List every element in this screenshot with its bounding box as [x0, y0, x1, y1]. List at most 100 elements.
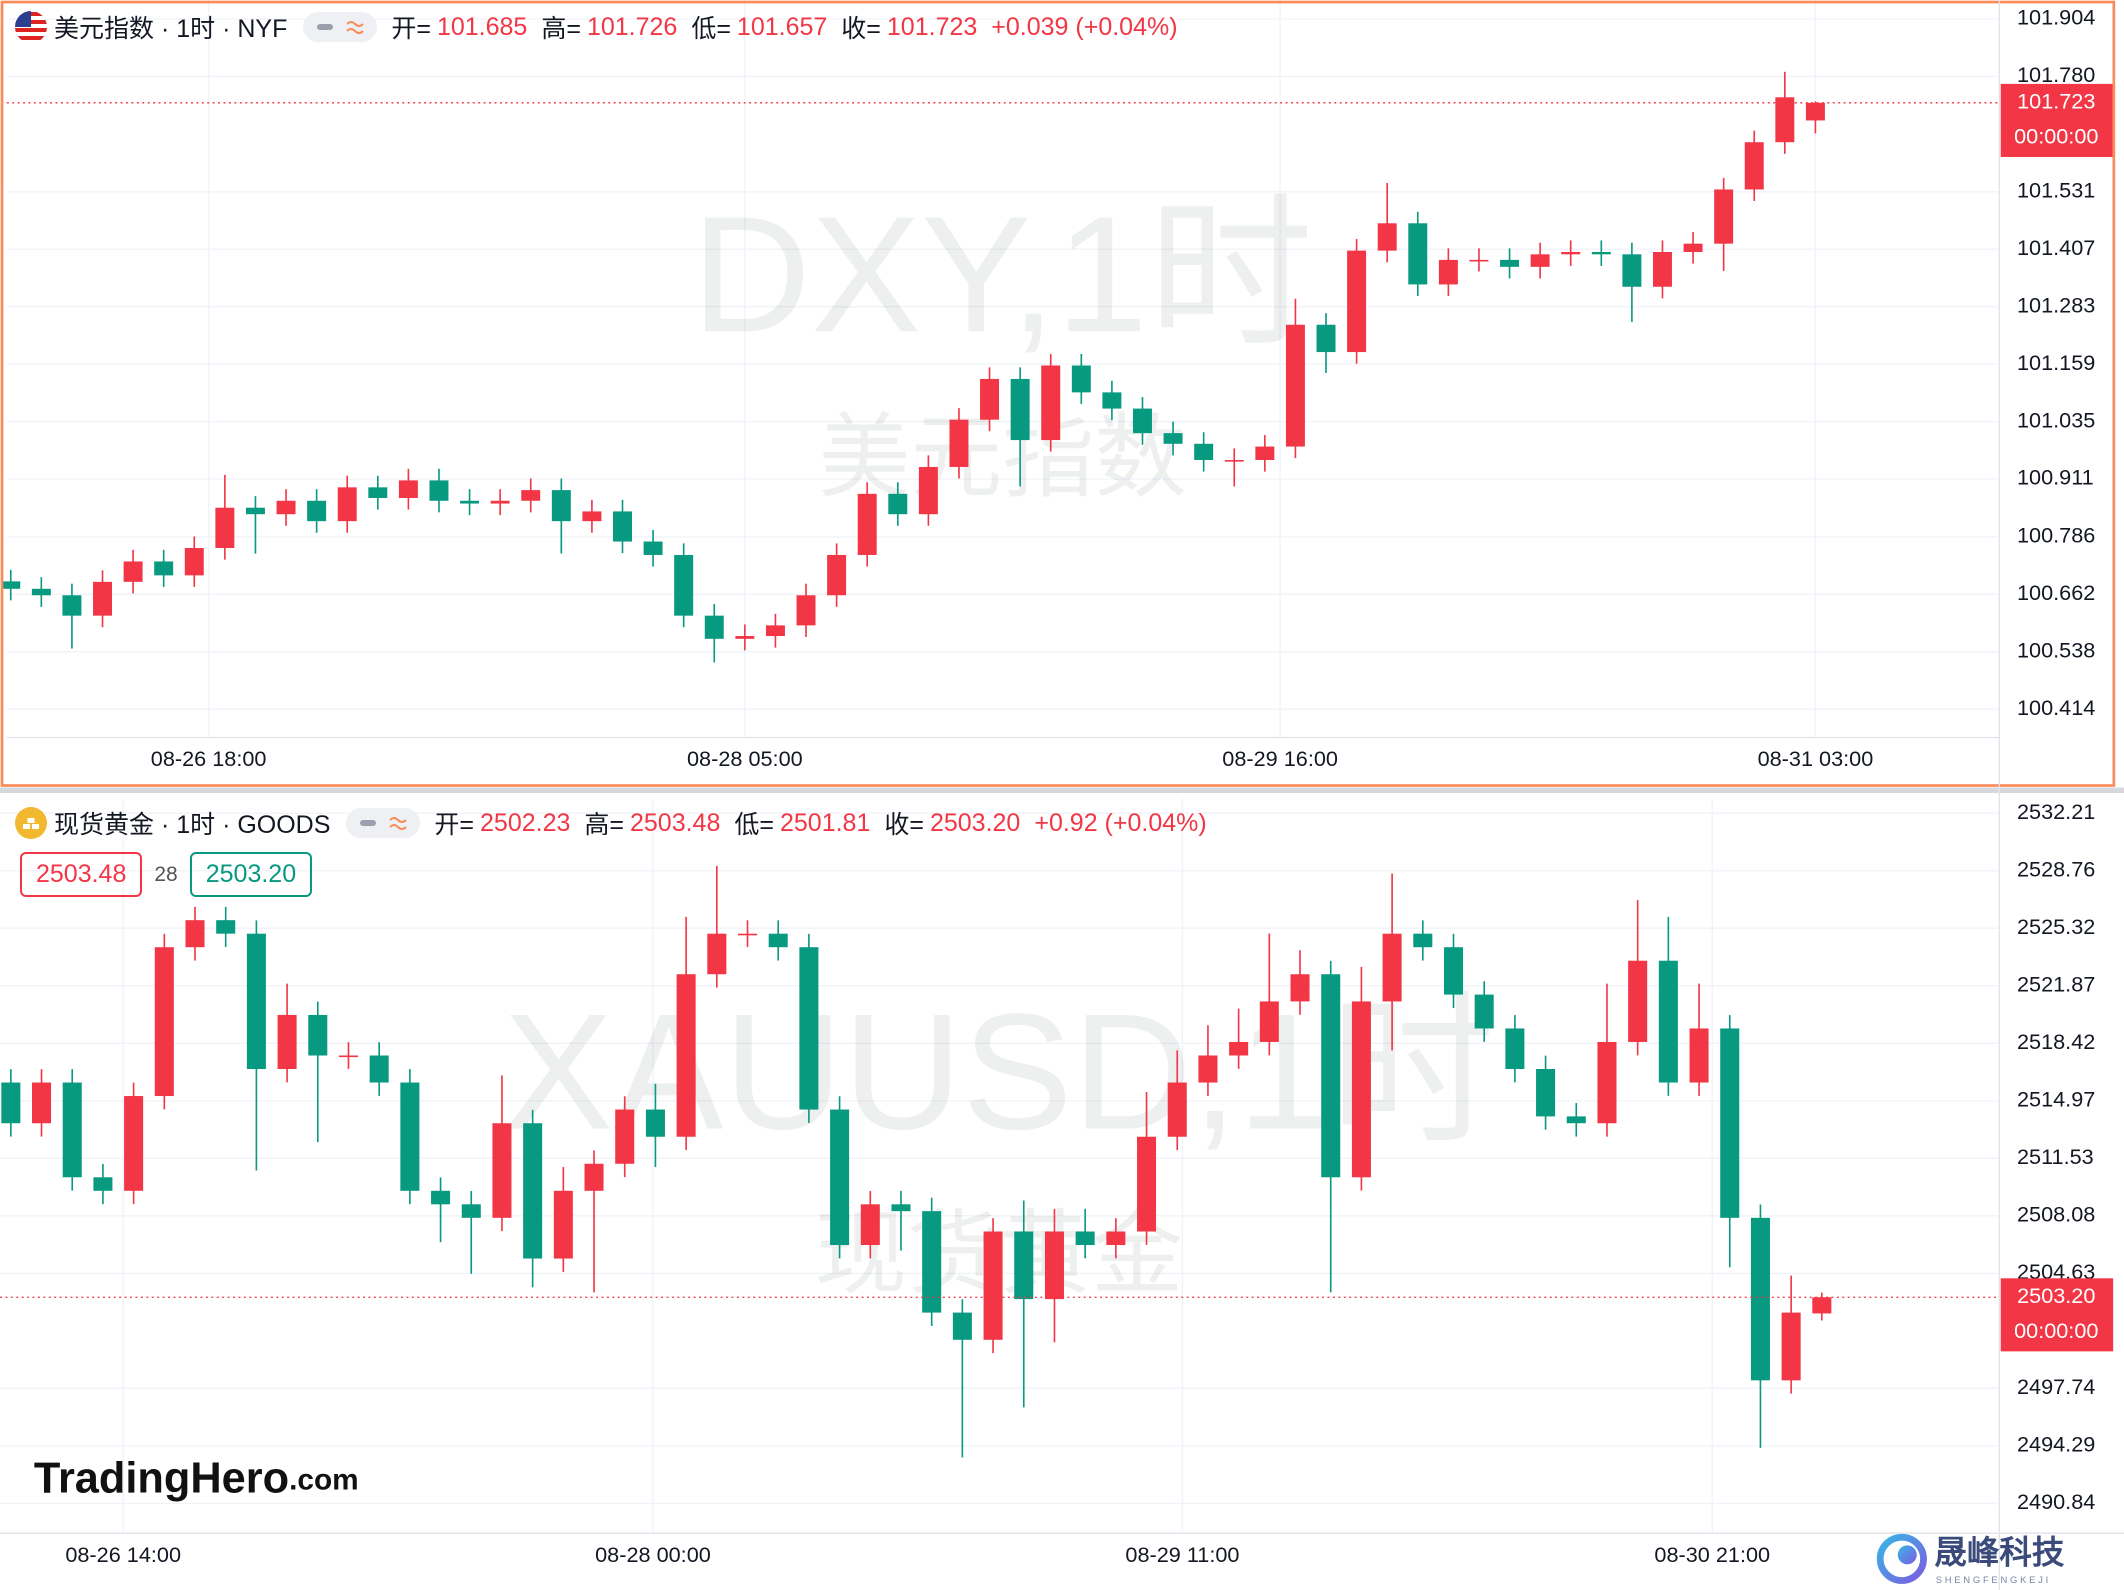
candle-body — [1714, 189, 1734, 244]
candle-body — [799, 947, 819, 1110]
candle-body — [582, 511, 602, 522]
candle-body — [400, 1082, 420, 1191]
candle-body — [1198, 1055, 1218, 1083]
candle-body — [245, 507, 265, 515]
company-name: 晟峰科技 — [1934, 1534, 2065, 1570]
legend-label: 高= — [541, 15, 581, 43]
candle-body — [154, 947, 174, 1097]
active-pane-border — [0, 0, 2116, 787]
candle-body — [1290, 974, 1310, 1002]
price-tag — [2000, 83, 2114, 157]
candle-body — [952, 1312, 972, 1340]
candle-body — [674, 554, 694, 616]
candle-body — [830, 1109, 850, 1246]
bid-price[interactable]: 2503.48 — [20, 852, 143, 897]
legend: 美元指数 · 1时 · NYF 开= 101.685 高= 101.726 低= 10… — [14, 9, 1186, 45]
candle-body — [1505, 1028, 1525, 1070]
candle-body — [1041, 365, 1061, 441]
x-tick-label: 08-26 18:00 — [151, 746, 267, 771]
legend-value: 101.657 — [736, 12, 828, 41]
indicator-toggle[interactable] — [303, 12, 378, 42]
candle-body — [1438, 259, 1458, 285]
x-tick-label: 08-29 11:00 — [1125, 1542, 1239, 1567]
y-tick-label: 100.538 — [2017, 638, 2095, 663]
y-tick-label: 2490.84 — [2017, 1489, 2095, 1514]
y-tick-label: 2494.29 — [2017, 1432, 2095, 1457]
candle-body — [1775, 97, 1795, 143]
company-name-en: SHENGFENGKEJI — [1936, 1575, 2051, 1586]
candle-body — [1750, 1217, 1770, 1381]
candle-body — [553, 1190, 573, 1259]
y-tick-label: 100.786 — [2017, 523, 2095, 548]
candle-body — [1689, 1028, 1709, 1083]
x-tick-label: 08-28 05:00 — [687, 746, 803, 771]
candle-body — [307, 500, 327, 522]
candle-body — [1474, 994, 1494, 1029]
candle-body — [676, 974, 696, 1137]
candle-body — [735, 636, 755, 639]
candle-body — [215, 507, 235, 549]
candle-body — [1285, 324, 1305, 447]
candle-body — [1561, 252, 1581, 255]
indicator-toggle[interactable] — [346, 808, 421, 838]
candle-body — [1377, 223, 1397, 251]
symbol-title[interactable]: 现货黄金 · 1时 · GOODS — [54, 811, 331, 839]
y-tick-label: 100.414 — [2017, 695, 2095, 720]
legend-value: 2503.20 — [929, 808, 1021, 837]
candle-body — [124, 1096, 144, 1191]
logo: TradingHero.com — [34, 1455, 359, 1503]
y-tick-label: 2532.21 — [2017, 799, 2095, 824]
candle-body — [613, 511, 632, 542]
candle-body — [308, 1014, 328, 1056]
candle-body — [551, 490, 571, 522]
candle-body — [765, 625, 785, 637]
candle-body — [277, 1014, 297, 1070]
ask-price[interactable]: 2503.20 — [189, 852, 313, 897]
symbol-title[interactable]: 美元指数 · 1时 · NYF — [54, 15, 288, 43]
candle-body — [918, 466, 938, 515]
candle-body — [1224, 460, 1244, 462]
legend-value: 2503.48 — [630, 808, 721, 837]
legend-value: 101.726 — [586, 12, 678, 41]
y-tick-label: 100.662 — [2017, 580, 2095, 605]
candle-body — [398, 480, 418, 498]
y-tick-label: 2508.08 — [2017, 1202, 2095, 1227]
candle-body — [31, 588, 51, 596]
candle-body — [1622, 254, 1642, 287]
candle-body — [1566, 1116, 1586, 1124]
candle-body — [1408, 223, 1428, 285]
candle-body — [1720, 1028, 1740, 1218]
legend-label: 开= — [391, 15, 431, 43]
candle-body — [1194, 443, 1214, 461]
bid-ask: 2503.48 28 2503.20 — [20, 852, 313, 897]
candle-body — [93, 581, 112, 616]
candle-body — [1163, 433, 1183, 444]
x-tick-label: 08-28 00:00 — [595, 1542, 711, 1567]
y-tick-label: 101.283 — [2017, 292, 2095, 317]
candle-body — [1071, 365, 1091, 393]
y-tick-label: 2521.87 — [2017, 971, 2095, 996]
logo-text: TradingHero — [34, 1455, 289, 1503]
company-icon — [1897, 1545, 1917, 1565]
candle-body — [276, 500, 296, 515]
candle-body — [490, 500, 510, 504]
candle-body — [645, 1109, 665, 1137]
candle-body — [1316, 324, 1336, 353]
y-tick-label: 2525.32 — [2017, 914, 2095, 939]
candle-body — [431, 1190, 451, 1205]
y-tick-label: 2518.42 — [2017, 1029, 2095, 1054]
candle-body — [1530, 254, 1550, 267]
legend-label: 收= — [841, 15, 881, 43]
candle-body — [337, 487, 357, 522]
candle-body — [1014, 1231, 1034, 1300]
candle-body — [643, 541, 663, 555]
candle-body — [1010, 378, 1030, 441]
legend-value: 2501.81 — [779, 808, 871, 837]
candle-body — [949, 419, 969, 467]
candle-body — [922, 1211, 942, 1313]
y-tick-label: 101.531 — [2017, 178, 2095, 203]
